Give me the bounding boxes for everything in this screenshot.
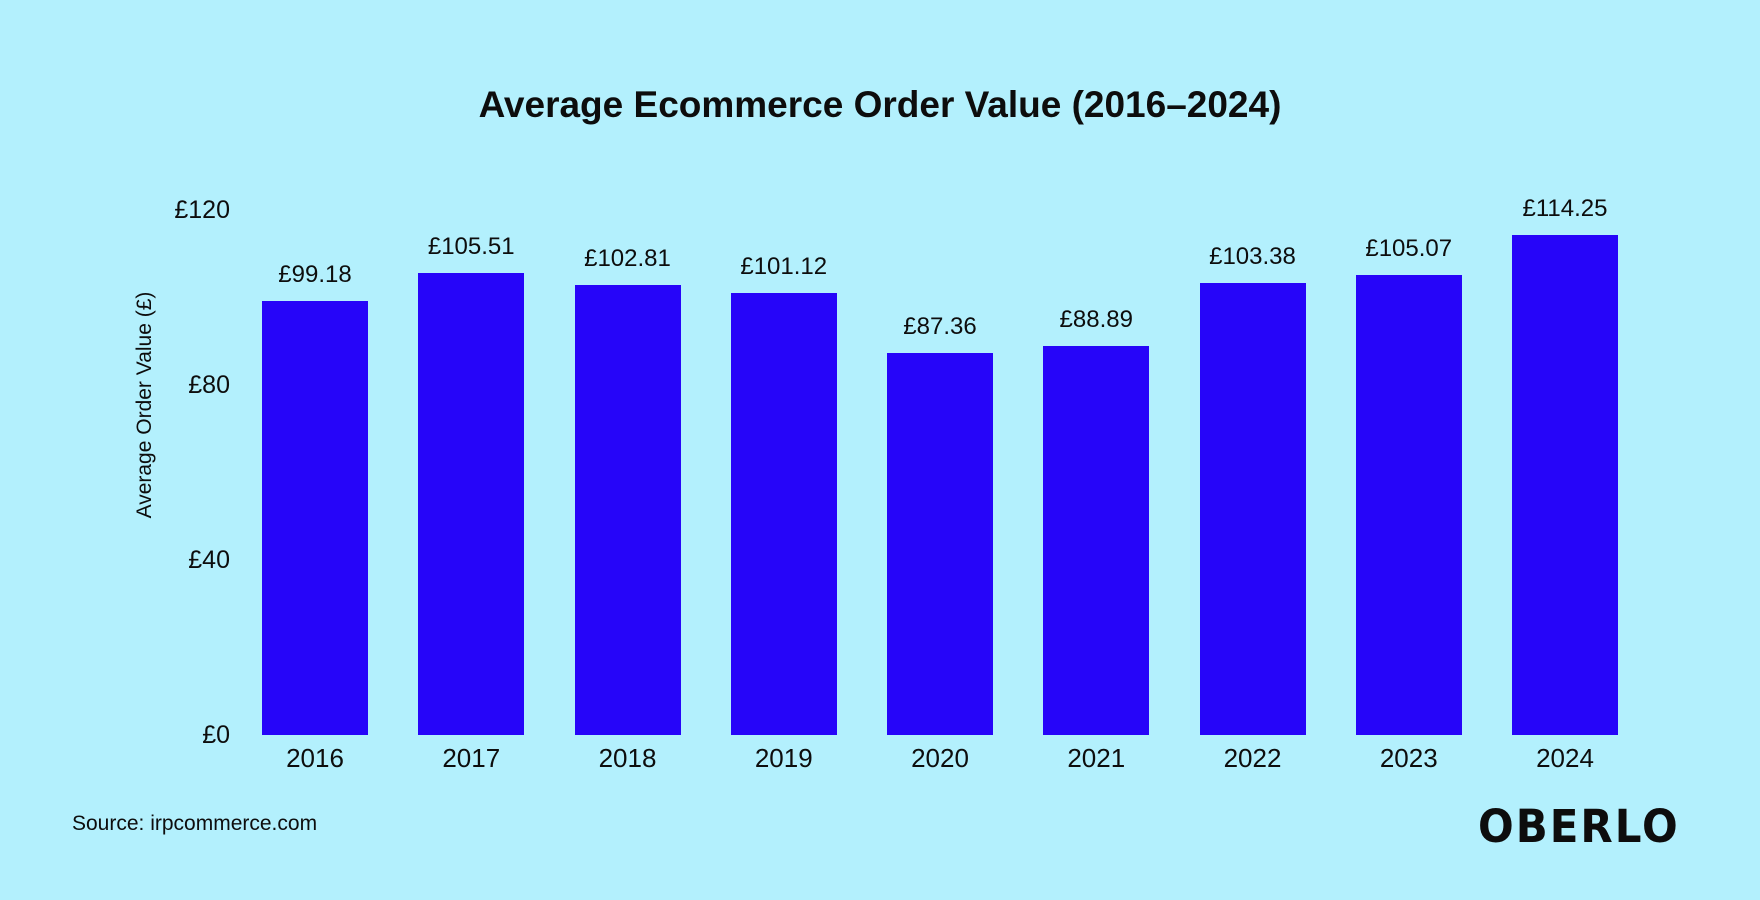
oberlo-logo: OBERLO	[1478, 800, 1680, 853]
bar-2024	[1512, 235, 1618, 735]
bar-value-label: £105.51	[427, 233, 515, 260]
bar-value-label: £101.12	[740, 253, 828, 280]
x-tick-label: 2021	[1067, 743, 1126, 773]
x-tick-label: 2020	[911, 743, 969, 773]
bar-2016	[262, 301, 368, 735]
bar-2022	[1199, 283, 1306, 735]
x-tick-label: 2023	[1379, 743, 1438, 773]
y-axis-title: Average Order Value (£)	[133, 291, 156, 519]
bar-value-label: £114.25	[1522, 195, 1608, 222]
bar-value-label: £102.81	[584, 245, 671, 272]
bar-2019	[730, 293, 837, 735]
bar-value-label: £105.07	[1365, 235, 1453, 262]
x-tick-label: 2022	[1223, 743, 1282, 773]
x-tick-label: 2016	[286, 743, 344, 773]
bar-value-label: £87.36	[903, 313, 977, 340]
bar-2021	[1043, 346, 1150, 735]
bar-2020	[887, 353, 993, 735]
bar-2023	[1355, 275, 1462, 735]
y-tick-label: £120	[174, 196, 230, 224]
x-tick-label: 2017	[442, 743, 501, 773]
y-tick-label: £40	[188, 546, 230, 574]
chart-title: Average Ecommerce Order Value (2016–2024…	[478, 84, 1282, 125]
bar-value-label: £103.38	[1209, 243, 1296, 270]
x-tick-label: 2018	[598, 743, 657, 773]
bar-value-label: £99.18	[278, 261, 352, 288]
bar-value-label: £88.89	[1059, 306, 1133, 333]
y-tick-label: £80	[188, 371, 230, 399]
x-tick-label: 2019	[754, 743, 813, 773]
bar-2018	[574, 285, 681, 735]
x-tick-label: 2024	[1536, 743, 1594, 773]
bar-2017	[418, 273, 525, 735]
source-caption: Source: irpcommerce.com	[72, 812, 318, 835]
y-tick-label: £0	[202, 721, 230, 749]
